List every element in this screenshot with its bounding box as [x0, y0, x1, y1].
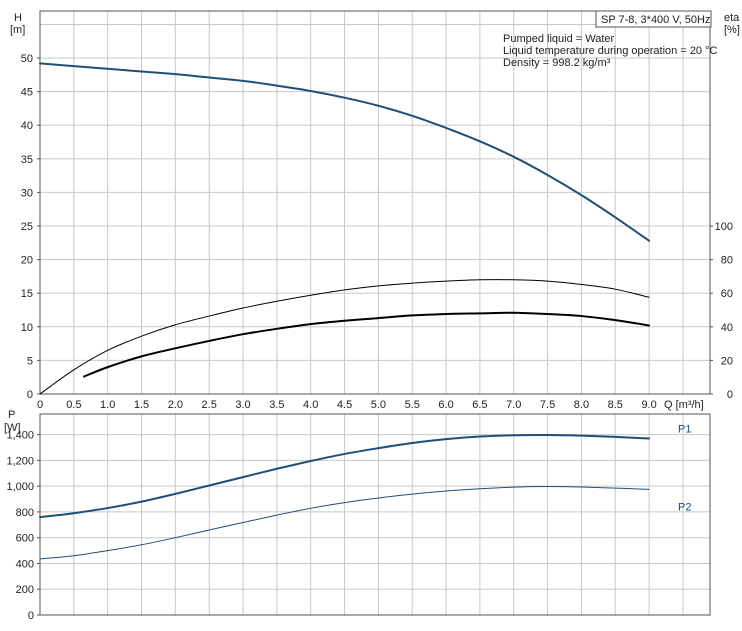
x-tick-label: 0.5: [66, 399, 81, 411]
x-tick-label: 0: [37, 399, 43, 411]
x-tick-label: 2.5: [202, 399, 217, 411]
p-tick-label: 1,200: [6, 455, 34, 467]
bottom-plot-frame: [39, 413, 711, 616]
top-plot-frame: [39, 10, 711, 395]
x-tick-label: 9.0: [641, 399, 656, 411]
h-tick-label: 15: [21, 288, 33, 300]
eta-tick-label: 60: [721, 288, 733, 300]
p-tick-label: 800: [16, 507, 34, 519]
x-tick-label: 7.5: [540, 399, 555, 411]
h-tick-label: 50: [21, 53, 33, 65]
h-tick-label: 20: [21, 255, 33, 267]
p-axis-unit: [W]: [4, 422, 21, 434]
x-tick-label: 8.5: [608, 399, 623, 411]
eta-axis-unit: [%]: [724, 24, 740, 36]
h-tick-label: 30: [21, 187, 33, 199]
h-tick-label: 0: [27, 389, 33, 401]
p-tick-label: 400: [16, 558, 34, 570]
top-grid: [40, 11, 710, 394]
info-title-box: [595, 10, 712, 28]
h-axis-symbol: H: [14, 12, 22, 24]
h-axis-unit: [m]: [10, 24, 25, 36]
info-line-pumped-liquid: Pumped liquid = Water: [503, 33, 615, 45]
p-axis-symbol: P: [8, 409, 15, 421]
eta-tick-label: 40: [721, 322, 733, 334]
curve-eta-total: [39, 279, 650, 395]
eta-axis-symbol: eta: [724, 12, 740, 24]
tick-labels: 0 5 10 15 20 25 30 35 40 45 50 0 20 40 60 80 100 0 0.5 1.0 1…: [6, 53, 733, 622]
x-tick-label: 5.5: [405, 399, 420, 411]
x-tick-label: 6.5: [472, 399, 487, 411]
series-label-p2: P2: [678, 501, 691, 513]
bottom-grid: [40, 414, 710, 615]
x-tick-label: 8.0: [574, 399, 589, 411]
plot-frames: [39, 10, 711, 616]
eta-tick-label: 20: [721, 355, 733, 367]
x-tick-label: 4.0: [303, 399, 318, 411]
info-title: SP 7-8, 3*400 V, 50Hz: [601, 14, 710, 26]
curve-eta-pump: [82, 311, 651, 378]
x-tick-label: 3.0: [235, 399, 250, 411]
x-tick-label: 3.5: [269, 399, 284, 411]
info-line-density: Density = 998.2 kg/m³: [503, 57, 611, 69]
p-tick-label: 1,000: [6, 481, 34, 493]
series-label-p1: P1: [678, 423, 691, 435]
x-tick-label: 1.0: [100, 399, 115, 411]
h-tick-label: 10: [21, 322, 33, 334]
curve-p1: [39, 433, 651, 519]
eta-tick-label: 0: [727, 389, 733, 401]
info-line-temperature: Liquid temperature during operation = 20…: [503, 45, 718, 57]
axis-labels: H [m] eta [%] P [W] Q [m³/h]: [4, 12, 740, 434]
h-tick-label: 40: [21, 120, 33, 132]
x-tick-label: 2.0: [168, 399, 183, 411]
eta-tick-label: 80: [721, 255, 733, 267]
h-tick-label: 25: [21, 221, 33, 233]
info-box: SP 7-8, 3*400 V, 50Hz Pumped liquid = Wa…: [503, 10, 718, 69]
curves: P1 P2: [39, 62, 691, 560]
x-tick-label: 7.0: [506, 399, 521, 411]
curve-H: [39, 62, 651, 242]
x-tick-label: 6.0: [438, 399, 453, 411]
p-tick-label: 0: [28, 610, 34, 622]
x-tick-label: 4.5: [337, 399, 352, 411]
h-tick-label: 35: [21, 154, 33, 166]
h-tick-label: 45: [21, 87, 33, 99]
x-tick-label: 1.5: [134, 399, 149, 411]
p-tick-label: 1,400: [6, 430, 34, 442]
h-tick-label: 5: [27, 355, 33, 367]
x-axis-label: Q [m³/h]: [664, 399, 704, 411]
x-tick-label: 5.0: [371, 399, 386, 411]
p-tick-label: 200: [16, 584, 34, 596]
eta-tick-label: 100: [715, 221, 733, 233]
curve-p2: [39, 486, 650, 560]
p-tick-label: 600: [16, 533, 34, 545]
